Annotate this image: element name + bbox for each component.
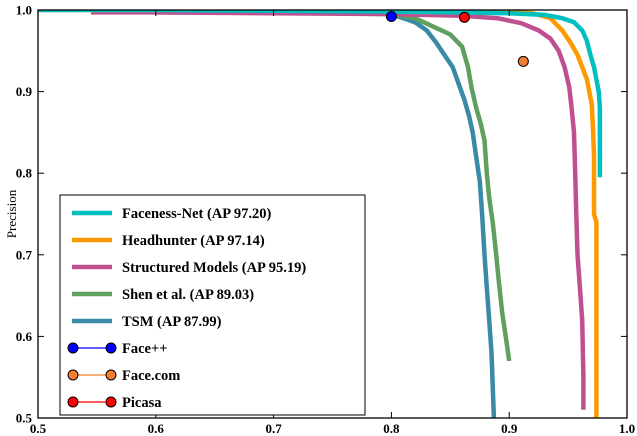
ticks-layer: 0.5 0.6 0.7 0.8 0.9 1.0 0.5 0.6 0.7 0.8 0.9 1.0 bbox=[16, 3, 635, 436]
x-tick-label: 1.0 bbox=[619, 421, 635, 436]
y-tick-label: 0.8 bbox=[16, 166, 33, 181]
legend-swatch-marker bbox=[105, 396, 117, 408]
legend-swatch-marker bbox=[67, 342, 79, 354]
series-line-shen bbox=[155, 10, 512, 362]
series-line-structured bbox=[91, 10, 586, 410]
legend-entry: Headhunter (AP 97.14) bbox=[72, 233, 265, 249]
x-tick-label: 0.7 bbox=[265, 421, 282, 436]
y-tick-label: 0.6 bbox=[16, 329, 33, 344]
legend-swatch-marker bbox=[67, 369, 79, 381]
y-tick-label: 0.7 bbox=[16, 247, 33, 262]
y-tick-label: 0.5 bbox=[16, 411, 33, 426]
legend-entry: Faceness-Net (AP 97.20) bbox=[72, 206, 272, 222]
legend-label: Face.com bbox=[122, 368, 180, 384]
legend-label: Face++ bbox=[122, 341, 168, 357]
legend-label: Picasa bbox=[122, 395, 162, 411]
legend-box bbox=[59, 194, 366, 416]
series-line-facenessnet bbox=[38, 10, 603, 178]
y-axis-label: Precision bbox=[4, 189, 19, 238]
x-tick-label: 0.5 bbox=[30, 421, 47, 436]
legend-swatch-marker bbox=[105, 342, 117, 354]
legend-label: TSM (AP 87.99) bbox=[122, 314, 222, 330]
legend-entry: Picasa bbox=[67, 395, 162, 411]
marker-point-face bbox=[385, 11, 397, 23]
legend: Faceness-Net (AP 97.20) Headhunter (AP 97… bbox=[59, 194, 366, 416]
legend-label: Headhunter (AP 97.14) bbox=[122, 233, 265, 249]
legend-label: Shen et al. (AP 89.03) bbox=[122, 287, 254, 303]
series-line-tsm bbox=[155, 10, 497, 418]
marker-point-picasa bbox=[458, 11, 470, 23]
legend-swatch-marker bbox=[105, 369, 117, 381]
legend-entry: Structured Models (AP 95.19) bbox=[72, 260, 306, 276]
y-tick-label: 1.0 bbox=[16, 3, 32, 18]
legend-entry: TSM (AP 87.99) bbox=[72, 314, 222, 330]
marker-point-facecom bbox=[517, 55, 529, 67]
legend-entry: Face.com bbox=[67, 368, 180, 384]
x-tick-label: 0.8 bbox=[383, 421, 400, 436]
y-tick-label: 0.9 bbox=[16, 84, 33, 99]
plot-frame bbox=[37, 9, 628, 419]
legend-entry: Shen et al. (AP 89.03) bbox=[72, 287, 254, 303]
legend-entry: Face++ bbox=[67, 341, 168, 357]
x-tick-label: 0.9 bbox=[501, 421, 518, 436]
legend-label: Structured Models (AP 95.19) bbox=[122, 260, 306, 276]
legend-label: Faceness-Net (AP 97.20) bbox=[122, 206, 272, 222]
x-tick-label: 0.6 bbox=[148, 421, 165, 436]
legend-swatch-marker bbox=[67, 396, 79, 408]
